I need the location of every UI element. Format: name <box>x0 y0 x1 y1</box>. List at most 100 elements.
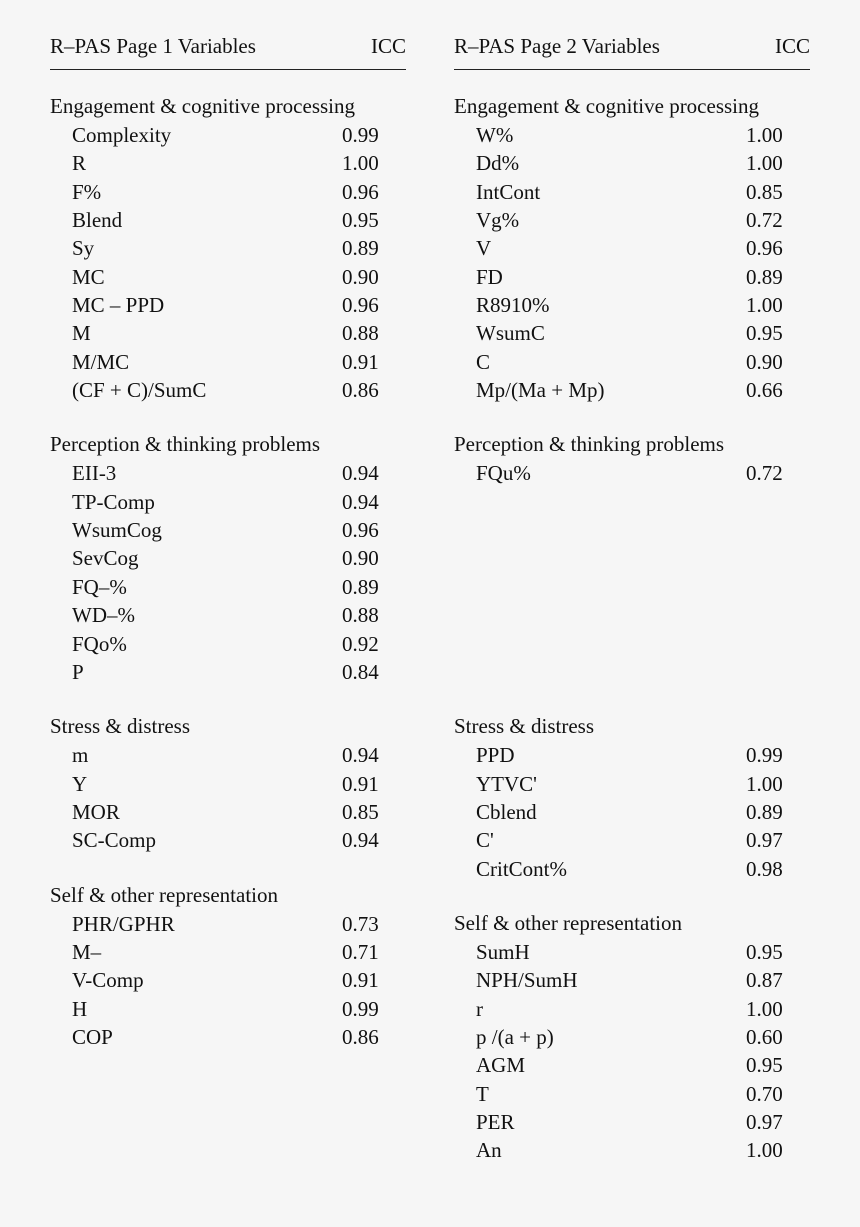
icc-value: 0.89 <box>746 798 810 826</box>
left-section-title: Perception & thinking problems <box>50 432 406 457</box>
right-sections: Engagement & cognitive processingW%1.00D… <box>454 94 810 1165</box>
icc-value: 0.85 <box>746 178 810 206</box>
icc-value: 0.94 <box>342 459 406 487</box>
icc-value: 0.99 <box>342 995 406 1023</box>
icc-value: 0.71 <box>342 938 406 966</box>
left-section-title: Engagement & cognitive processing <box>50 94 406 119</box>
left-header-row: R–PAS Page 1 Variables ICC <box>50 34 406 69</box>
table-row: P0.84 <box>50 658 406 686</box>
icc-value: 1.00 <box>746 1136 810 1164</box>
variable-name: AGM <box>454 1051 746 1079</box>
variable-name: (CF + C)/SumC <box>50 376 342 404</box>
table-row: Sy0.89 <box>50 234 406 262</box>
icc-value: 0.99 <box>746 741 810 769</box>
icc-value: 1.00 <box>746 121 810 149</box>
variable-name: V <box>454 234 746 262</box>
table-row: WsumCog0.96 <box>50 516 406 544</box>
table-row: PPD0.99 <box>454 741 810 769</box>
table-row: TP-Comp0.94 <box>50 488 406 516</box>
table-row: FQ–%0.89 <box>50 573 406 601</box>
left-section: Perception & thinking problemsEII-30.94T… <box>50 432 406 686</box>
variable-name: CritCont% <box>454 855 746 883</box>
right-section-title: Self & other representation <box>454 911 810 936</box>
table-row: AGM0.95 <box>454 1051 810 1079</box>
right-section-title: Stress & distress <box>454 714 810 739</box>
right-header-row: R–PAS Page 2 Variables ICC <box>454 34 810 69</box>
icc-value: 0.96 <box>342 178 406 206</box>
icc-value: 0.95 <box>746 1051 810 1079</box>
variable-name: SumH <box>454 938 746 966</box>
table-row: Y0.91 <box>50 770 406 798</box>
table-row: CritCont%0.98 <box>454 855 810 883</box>
table-row: FD0.89 <box>454 263 810 291</box>
icc-value: 0.90 <box>342 263 406 291</box>
table-row: Complexity0.99 <box>50 121 406 149</box>
icc-value: 0.86 <box>342 376 406 404</box>
table-row: FQo%0.92 <box>50 630 406 658</box>
icc-value: 0.70 <box>746 1080 810 1108</box>
spacer-row <box>454 516 810 544</box>
table-row: MC0.90 <box>50 263 406 291</box>
variable-name: Y <box>50 770 342 798</box>
table-row: p /(a + p)0.60 <box>454 1023 810 1051</box>
variable-name: M– <box>50 938 342 966</box>
icc-value: 0.89 <box>342 573 406 601</box>
variable-name: WD–% <box>50 601 342 629</box>
rpas-icc-table: R–PAS Page 1 Variables ICC Engagement & … <box>0 0 860 1227</box>
variable-name: Mp/(Ma + Mp) <box>454 376 746 404</box>
table-row: R1.00 <box>50 149 406 177</box>
icc-value: 0.97 <box>746 826 810 854</box>
table-row: V-Comp0.91 <box>50 966 406 994</box>
icc-value: 0.87 <box>746 966 810 994</box>
icc-value: 0.94 <box>342 826 406 854</box>
right-header-icc: ICC <box>746 34 810 59</box>
left-column: R–PAS Page 1 Variables ICC Engagement & … <box>50 34 406 1193</box>
table-row: PER0.97 <box>454 1108 810 1136</box>
table-columns: R–PAS Page 1 Variables ICC Engagement & … <box>50 34 810 1193</box>
icc-value: 0.90 <box>746 348 810 376</box>
variable-name: IntCont <box>454 178 746 206</box>
icc-value: 0.88 <box>342 601 406 629</box>
icc-value: 0.88 <box>342 319 406 347</box>
left-section-title: Self & other representation <box>50 883 406 908</box>
spacer-row <box>454 630 810 658</box>
table-row: Dd%1.00 <box>454 149 810 177</box>
variable-name: Dd% <box>454 149 746 177</box>
table-row: F%0.96 <box>50 178 406 206</box>
variable-name: PHR/GPHR <box>50 910 342 938</box>
variable-name: SC-Comp <box>50 826 342 854</box>
icc-value: 1.00 <box>746 291 810 319</box>
table-row: SC-Comp0.94 <box>50 826 406 854</box>
icc-value: 0.86 <box>342 1023 406 1051</box>
table-row: IntCont0.85 <box>454 178 810 206</box>
table-row: EII-30.94 <box>50 459 406 487</box>
icc-value: 0.60 <box>746 1023 810 1051</box>
table-row: C'0.97 <box>454 826 810 854</box>
table-row: WD–%0.88 <box>50 601 406 629</box>
variable-name: WsumC <box>454 319 746 347</box>
table-row: SumH0.95 <box>454 938 810 966</box>
table-row: COP0.86 <box>50 1023 406 1051</box>
icc-value: 0.90 <box>342 544 406 572</box>
table-row: H0.99 <box>50 995 406 1023</box>
variable-name: YTVC' <box>454 770 746 798</box>
spacer-row <box>454 658 810 686</box>
table-row: WsumC0.95 <box>454 319 810 347</box>
variable-name: FQ–% <box>50 573 342 601</box>
right-column: R–PAS Page 2 Variables ICC Engagement & … <box>454 34 810 1193</box>
icc-value: 1.00 <box>746 770 810 798</box>
table-row: SevCog0.90 <box>50 544 406 572</box>
table-row: W%1.00 <box>454 121 810 149</box>
right-section: Perception & thinking problemsFQu%0.72 <box>454 432 810 686</box>
variable-name: FQu% <box>454 459 746 487</box>
icc-value: 0.66 <box>746 376 810 404</box>
table-row: MC – PPD0.96 <box>50 291 406 319</box>
spacer-row <box>454 601 810 629</box>
table-row: r1.00 <box>454 995 810 1023</box>
variable-name: SevCog <box>50 544 342 572</box>
variable-name: W% <box>454 121 746 149</box>
icc-value: 1.00 <box>746 149 810 177</box>
right-section-title: Perception & thinking problems <box>454 432 810 457</box>
table-row: R8910%1.00 <box>454 291 810 319</box>
right-header-rule <box>454 69 810 70</box>
